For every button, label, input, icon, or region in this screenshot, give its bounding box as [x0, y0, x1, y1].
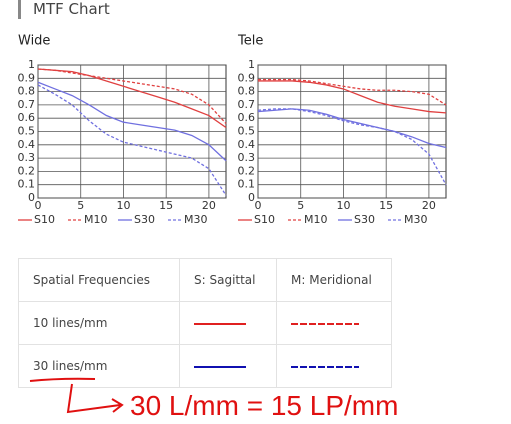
x-tick-label: 15	[159, 199, 173, 212]
sample	[276, 344, 392, 388]
y-tick-label: 0.5	[18, 125, 36, 138]
chart-title: Tele	[237, 34, 263, 49]
series-line	[37, 68, 227, 124]
frequency-table: Spatial Frequencies S: Sagittal M: Merid…	[18, 258, 392, 388]
y-tick-label: 0.9	[238, 71, 256, 84]
x-tick-label: 5	[297, 199, 304, 212]
y-tick-label: 0.2	[18, 164, 36, 177]
series-line	[37, 68, 227, 129]
y-tick-label: 0.9	[18, 71, 36, 84]
table-cell: 10 lines/mm	[18, 301, 180, 345]
table-header: Spatial Frequencies	[18, 258, 180, 302]
legend-label: M30	[404, 213, 428, 226]
sample	[179, 301, 277, 345]
sample	[276, 301, 392, 345]
legend-label: M10	[84, 213, 108, 226]
annotation: 30 L/mm = 15 LP/mm	[130, 390, 399, 421]
x-tick-label: 15	[379, 199, 393, 212]
series-line	[257, 108, 447, 186]
section-title: MTF Chart	[18, 0, 110, 19]
y-tick-label: 0.6	[238, 111, 256, 124]
y-tick-label: 1	[28, 58, 35, 71]
series-line	[258, 80, 447, 114]
y-tick-label: 0.3	[18, 151, 36, 164]
legend-label: M10	[304, 213, 328, 226]
y-tick-label: 0.1	[18, 178, 36, 191]
legend-label: S30	[134, 213, 155, 226]
table-header: S: Sagittal	[179, 258, 277, 302]
y-tick-label: 0.3	[238, 151, 256, 164]
x-tick-label: 20	[202, 199, 216, 212]
x-tick-label: 20	[422, 199, 436, 212]
legend-label: M30	[184, 213, 208, 226]
table-cell: 30 lines/mm	[18, 344, 180, 388]
x-tick-label: 10	[336, 199, 350, 212]
legend-label: S10	[254, 213, 275, 226]
y-tick-label: 0.5	[238, 125, 256, 138]
y-tick-label: 0.7	[238, 98, 256, 111]
x-tick-label: 10	[116, 199, 130, 212]
series-line	[258, 78, 447, 106]
legend-label: S10	[34, 213, 55, 226]
series-line	[37, 81, 227, 162]
y-tick-label: 0.1	[238, 178, 256, 191]
table-header: M: Meridional	[276, 258, 392, 302]
y-tick-label: 0	[28, 191, 35, 204]
x-tick-label: 5	[77, 199, 84, 212]
y-tick-label: 0.7	[18, 98, 36, 111]
x-tick-label: 0	[35, 199, 42, 212]
y-tick-label: 0.4	[18, 138, 36, 151]
y-tick-label: 1	[248, 58, 255, 71]
y-tick-label: 0.2	[238, 164, 256, 177]
sample	[179, 344, 277, 388]
legend-label: S30	[354, 213, 375, 226]
y-tick-label: 0.8	[238, 85, 256, 98]
series-line	[257, 108, 447, 149]
y-tick-label: 0.4	[238, 138, 256, 151]
series-line	[37, 84, 227, 196]
y-tick-label: 0	[248, 191, 255, 204]
x-tick-label: 0	[255, 199, 262, 212]
y-tick-label: 0.6	[18, 111, 36, 124]
y-tick-label: 0.8	[18, 85, 36, 98]
chart-title: Wide	[18, 34, 50, 49]
